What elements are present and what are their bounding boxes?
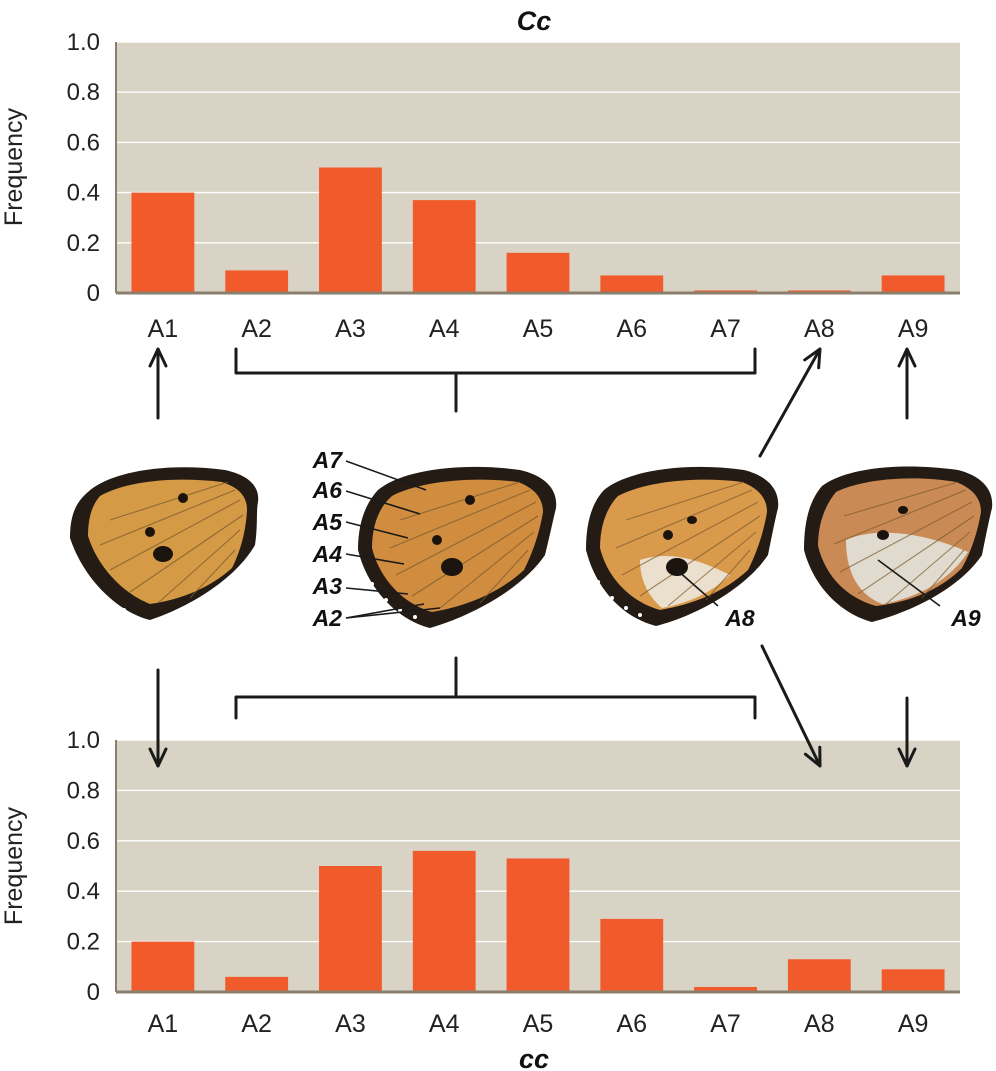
wing-1-image [70,467,259,620]
wing-label-a3: A3 [312,573,343,599]
y-tick-label: 0.6 [67,129,100,156]
x-tick-label: A8 [804,1010,835,1038]
bar-a1 [131,941,195,992]
x-tick-label: A7 [710,1010,741,1038]
y-tick-label: 1.0 [67,29,100,56]
plot-background [116,42,960,293]
lower-connectors [158,644,907,768]
x-tick-label: A4 [429,1010,460,1038]
wing-3-image: A8 [586,466,779,631]
bar-a3 [319,866,382,992]
x-tick-label: A1 [148,315,179,343]
bar-a4 [412,850,476,992]
bar-a2 [225,976,289,992]
bars [131,850,945,992]
bracket-lower [234,656,757,720]
bars [131,167,945,293]
y-tick-labels: 0 0.2 0.4 0.6 0.8 1.0 [67,727,100,1006]
x-tick-label: A5 [523,315,554,343]
x-tick-label: A6 [616,1010,647,1038]
bar-a5 [506,252,570,293]
y-tick-label: 0.8 [67,79,100,106]
bar-a6 [600,275,664,293]
y-tick-label: 0.8 [67,777,100,804]
bar-a2 [225,270,289,293]
x-tick-labels: A1 A2 A3 A4 A5 A6 A7 A8 A9 [148,1010,929,1038]
y-axis-label: Frequency [0,107,28,226]
bar-a4 [412,200,476,293]
bar-a1 [131,192,195,293]
bar-a3 [319,167,382,293]
bar-a8 [787,959,851,992]
x-tick-label: A2 [241,1010,272,1038]
y-tick-label: 0 [87,979,100,1006]
wing-label-a5: A5 [312,509,344,535]
wing-label-a8: A8 [724,605,755,631]
x-tick-label: A7 [710,315,741,343]
x-tick-label: A9 [898,1010,929,1038]
y-tick-label: 0.2 [67,929,100,956]
arrow-to-a8-top [758,347,822,458]
bar-a6 [600,918,664,992]
y-axis-label: Frequency [0,806,28,925]
wing-label-a9: A9 [950,605,981,631]
y-tick-label: 0.4 [67,878,100,905]
wing-label-a4: A4 [312,541,343,567]
y-tick-label: 0 [87,280,100,307]
y-tick-label: 0.4 [67,180,100,207]
bar-a7 [694,986,757,992]
bottom-frequency-chart: 0 0.2 0.4 0.6 0.8 1.0 A1 A2 A3 A4 A5 A6 A7 A8 A9 Freq… [0,727,960,1038]
y-tick-label: 1.0 [67,727,100,754]
y-tick-label: 0.6 [67,828,100,855]
x-tick-labels: A1 A2 A3 A4 A5 A6 A7 A8 A9 [148,315,929,343]
upper-connectors [158,347,907,458]
x-tick-label: A4 [429,315,460,343]
wing-label-a2: A2 [312,605,343,631]
wing-label-a7: A7 [312,447,344,473]
x-tick-label: A6 [616,315,647,343]
bar-a9 [881,275,945,293]
y-tick-labels: 0 0.2 0.4 0.6 0.8 1.0 [67,29,100,307]
bar-a9 [881,969,945,992]
y-tick-label: 0.2 [67,230,100,257]
wing-2-image: A7 A6 A5 A4 A3 A2 [312,447,557,631]
bracket-upper [234,347,757,413]
x-tick-label: A9 [898,315,929,343]
wing-4-image: A9 [804,466,993,631]
wing-label-a6: A6 [312,477,343,503]
top-frequency-chart: 0 0.2 0.4 0.6 0.8 1.0 A1 A2 A3 A4 A5 A6 A7 A8 A9 Freq… [0,29,960,343]
x-tick-label: A3 [335,1010,366,1038]
bar-a5 [506,858,570,992]
x-tick-label: A5 [523,1010,554,1038]
x-tick-label: A1 [148,1010,179,1038]
gridlines [116,41,960,244]
x-tick-label: A8 [804,315,835,343]
x-tick-label: A2 [241,315,272,343]
bottom-chart-title: cc [519,1044,549,1071]
x-tick-label: A3 [335,315,366,343]
top-chart-title: Cc [517,6,552,36]
arrow-to-a8-bottom [760,644,822,768]
